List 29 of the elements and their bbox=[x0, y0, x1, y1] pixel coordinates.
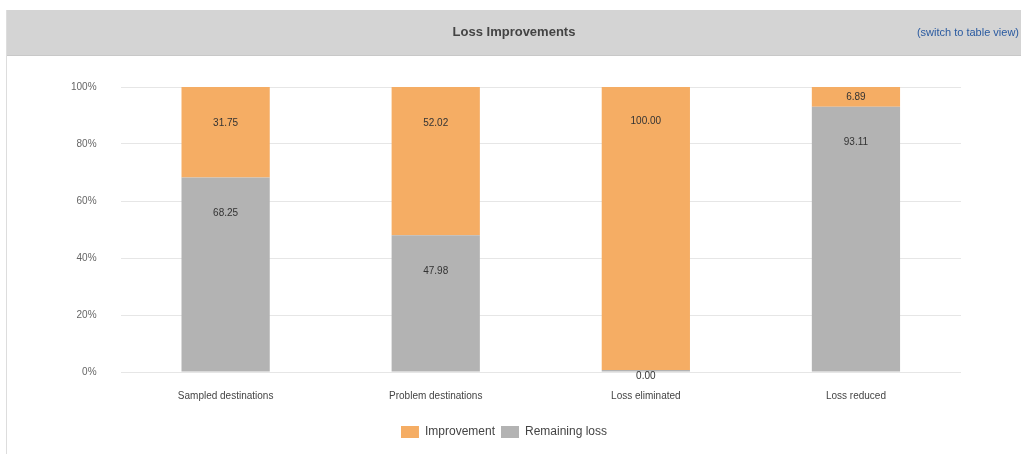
x-tick-label: Sampled destinations bbox=[177, 389, 274, 401]
bar bbox=[811, 106, 901, 372]
data-label: 0.00 bbox=[636, 370, 657, 382]
data-label: 52.02 bbox=[423, 116, 449, 128]
bar bbox=[391, 87, 480, 236]
y-tick-label: 0% bbox=[82, 365, 97, 377]
bar bbox=[601, 87, 690, 370]
bar bbox=[391, 235, 480, 372]
y-tick-label: 40% bbox=[76, 251, 97, 263]
legend-label: Improvement bbox=[424, 424, 496, 439]
x-tick-label: Problem destinations bbox=[389, 389, 483, 401]
text: (switch to table view) bbox=[916, 26, 1019, 38]
chart-title: Loss Improvements bbox=[452, 24, 576, 39]
x-tick-label: Loss eliminated bbox=[611, 389, 681, 401]
data-label: 68.25 bbox=[213, 207, 239, 219]
data-label: 47.98 bbox=[423, 265, 449, 277]
data-label: 100.00 bbox=[630, 114, 662, 126]
y-tick-label: 60% bbox=[76, 194, 97, 206]
bar bbox=[181, 177, 270, 372]
y-tick-label: 80% bbox=[76, 137, 97, 149]
x-tick-label: Loss reduced bbox=[825, 389, 886, 401]
bar bbox=[181, 87, 270, 178]
legend-label: Remaining loss bbox=[524, 424, 608, 439]
y-tick-label: 100% bbox=[71, 80, 97, 92]
data-label: 31.75 bbox=[213, 116, 239, 128]
data-label: 93.11 bbox=[843, 136, 869, 148]
bar bbox=[811, 87, 901, 107]
data-label: 6.89 bbox=[846, 90, 867, 102]
y-tick-label: 20% bbox=[76, 308, 97, 320]
